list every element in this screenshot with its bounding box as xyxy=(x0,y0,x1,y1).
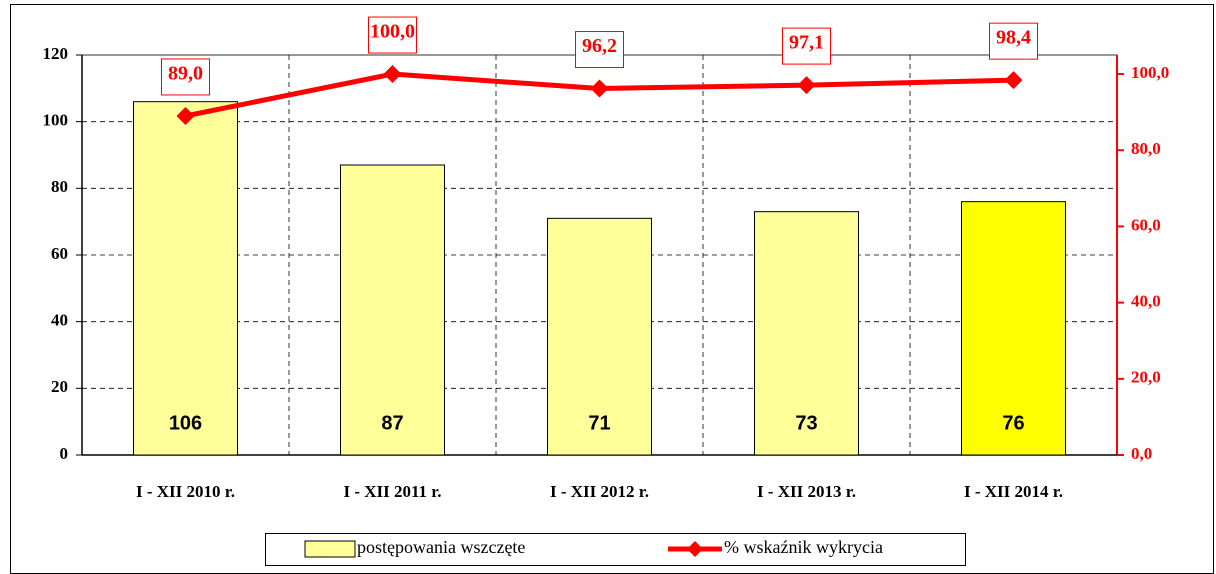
y-tick-label: 80 xyxy=(51,177,68,196)
line-marker xyxy=(176,106,195,125)
line-marker xyxy=(383,65,402,84)
value-label-box xyxy=(368,16,417,54)
bar xyxy=(547,217,652,456)
bar-value-label: 71 xyxy=(588,412,610,434)
y-tick-label: 20 xyxy=(51,377,68,396)
line-marker xyxy=(1004,71,1023,90)
legend: postępowania wszczęte % wskaźnik wykrycia xyxy=(265,533,966,566)
x-tick-label: I - XII 2010 r. xyxy=(136,482,235,501)
legend-box xyxy=(265,533,966,566)
legend-label: postępowania wszczęte xyxy=(357,537,525,557)
y2-tick-label: 0,0 xyxy=(1131,444,1152,463)
bar-value-label: 106 xyxy=(169,412,202,434)
x-tick-label: I - XII 2014 r. xyxy=(964,482,1063,501)
value-label-box xyxy=(989,22,1038,60)
x-tick-label: I - XII 2011 r. xyxy=(343,482,441,501)
bar xyxy=(340,164,445,456)
bar-value-label: 87 xyxy=(381,412,403,434)
bar-value-label: 76 xyxy=(1002,412,1024,434)
y-tick-label: 100 xyxy=(43,111,69,130)
bar-value-label: 73 xyxy=(795,412,817,434)
y-tick-label: 40 xyxy=(51,311,68,330)
y2-tick-label: 40,0 xyxy=(1131,292,1161,311)
y2-tick-label: 20,0 xyxy=(1131,368,1161,387)
line-marker xyxy=(797,76,816,95)
line-value-label: 96,2 xyxy=(582,35,617,57)
line-value-label: 98,4 xyxy=(996,27,1031,49)
y2-tick-label: 80,0 xyxy=(1131,139,1161,158)
bar xyxy=(133,101,238,456)
y2-tick-label: 60,0 xyxy=(1131,215,1161,234)
y-tick-label: 0 xyxy=(60,444,69,463)
y-tick-label: 120 xyxy=(43,44,69,63)
x-tick-label: I - XII 2013 r. xyxy=(757,482,856,501)
y-tick-label: 60 xyxy=(51,244,68,263)
line-value-label: 89,0 xyxy=(168,63,203,85)
legend-label: % wskaźnik wykrycia xyxy=(724,537,883,557)
bar xyxy=(754,211,859,456)
line-value-label: 97,1 xyxy=(789,32,824,54)
value-label-box xyxy=(575,31,624,69)
x-tick-label: I - XII 2012 r. xyxy=(550,482,649,501)
bar xyxy=(961,201,1066,456)
line-marker xyxy=(590,79,609,98)
legend-swatch xyxy=(304,540,356,558)
line-value-label: 100,0 xyxy=(370,21,415,43)
y2-tick-label: 100,0 xyxy=(1131,63,1169,82)
legend-marker xyxy=(687,541,703,557)
value-label-box xyxy=(782,27,831,65)
value-label-box xyxy=(161,58,210,96)
